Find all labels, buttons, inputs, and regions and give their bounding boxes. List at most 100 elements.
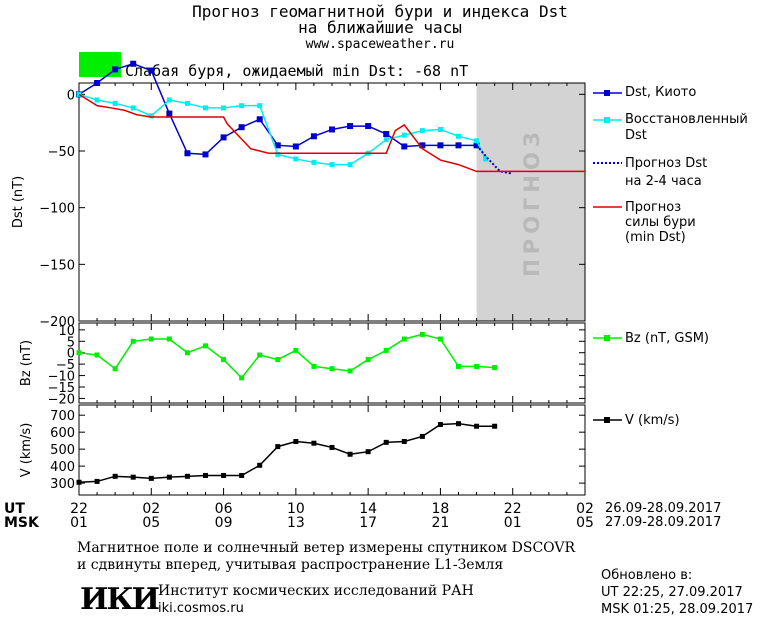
- v-series-0-point: [94, 478, 100, 484]
- bz-series-0-point: [184, 350, 190, 356]
- msk-tick-label: 09: [215, 515, 233, 531]
- v-series-0-point: [329, 444, 335, 450]
- dst-series-0-point: [401, 143, 408, 150]
- v-series-0-point: [401, 439, 407, 445]
- v-ytick-label: 500: [50, 443, 75, 458]
- v-series-0-point: [130, 474, 136, 480]
- legend-forecast-dst-line2: на 2-4 часа: [625, 174, 702, 189]
- dst-series-0-point: [329, 126, 335, 133]
- updated-ut: UT 22:25, 27.09.2017: [601, 585, 743, 600]
- v-ytick-label: 400: [50, 460, 75, 475]
- institute-url[interactable]: iki.cosmos.ru: [158, 601, 244, 616]
- bz-panel-frame: [78, 322, 586, 404]
- bz-series-0-point: [203, 343, 208, 349]
- dst-series-0-point: [419, 142, 426, 149]
- iki-logo: ИКИ: [80, 582, 160, 617]
- dst-series-1-point: [329, 162, 335, 168]
- dst-series-1-point: [419, 128, 425, 134]
- dst-series-0-point: [274, 142, 281, 149]
- legend-storm-line1: Прогноз: [625, 200, 682, 215]
- dst-series-0-point: [112, 66, 119, 73]
- bz-ytick-label: 5: [67, 335, 75, 350]
- bz-ytick-label: 0: [67, 347, 75, 362]
- dst-series-0-point: [256, 116, 263, 123]
- legend-restored-line1: Восстановленный: [625, 112, 748, 127]
- dst-series-0-point: [292, 143, 299, 150]
- dst-ytick-label: −150: [39, 258, 75, 273]
- dst-series-1-point: [184, 100, 190, 106]
- bz-ytick-label: 10: [58, 324, 75, 339]
- ut-tick-label: 14: [359, 501, 377, 517]
- forecast-region-label: ПРОГНОЗ: [520, 127, 544, 277]
- v-series-0-point: [474, 423, 480, 429]
- v-series-0-point: [112, 473, 118, 479]
- institute-name: Институт космических исследований РАН: [158, 583, 474, 599]
- legend-forecast-dst-line1: Прогноз Dst: [625, 156, 708, 171]
- ut-date-range: 26.09-28.09.2017: [605, 501, 722, 516]
- dst-series-1-point: [239, 103, 245, 109]
- v-series-0-point: [347, 451, 353, 457]
- ut-tick-label: 22: [504, 501, 522, 517]
- bz-ytick-label: −15: [48, 381, 75, 396]
- msk-tick-label: 01: [504, 515, 522, 531]
- v-series-0-point: [419, 433, 425, 439]
- bz-series-0-point: [347, 368, 353, 374]
- v-series-0-point: [383, 439, 389, 445]
- v-series-0-point: [311, 440, 317, 446]
- msk-axis-label: MSK: [4, 515, 39, 531]
- v-series-0-point: [239, 472, 245, 478]
- bz-series-0-point: [275, 357, 281, 363]
- dst-ylabel: Dst (nT): [11, 176, 26, 228]
- bz-series-0-point: [148, 336, 154, 342]
- legend-v-marker: [604, 417, 610, 423]
- bz-series-0-point: [329, 366, 335, 372]
- bz-series-0-point: [221, 357, 227, 363]
- legend-v: V (km/s): [625, 413, 680, 428]
- legend-bz: Bz (nT, GSM): [625, 331, 710, 346]
- ut-tick-label: 02: [142, 501, 160, 517]
- msk-tick-label: 21: [432, 515, 450, 531]
- msk-date-range: 27.09-28.09.2017: [605, 515, 722, 530]
- bz-series-0-point: [112, 366, 118, 372]
- bz-series-0-point: [76, 350, 82, 356]
- ut-tick-label: 22: [70, 501, 88, 517]
- bz-series-0-point: [293, 347, 299, 353]
- dst-series-1-point: [401, 132, 407, 138]
- v-series-0-point: [203, 472, 208, 478]
- dst-series-0-point: [202, 151, 209, 158]
- msk-tick-label: 01: [70, 515, 88, 531]
- dst-series-0-point: [148, 67, 155, 74]
- bz-series-0-point: [437, 336, 443, 342]
- bz-series-0-point: [401, 336, 407, 342]
- bz-ytick-label: −5: [56, 358, 75, 373]
- bz-series-0-point: [419, 331, 425, 337]
- msk-tick-label: 17: [359, 515, 377, 531]
- legend-storm-line3: (min Dst): [625, 230, 686, 245]
- status-color-swatch: [79, 52, 121, 77]
- bz-series-0-point: [383, 347, 389, 353]
- v-series-0-point: [437, 422, 443, 428]
- bz-series-0-point: [94, 352, 100, 358]
- dst-series-0-point: [130, 60, 137, 67]
- v-ytick-label: 700: [50, 409, 75, 424]
- dst-series-3-line: [78, 93, 585, 173]
- bz-series-0-point: [257, 352, 263, 358]
- v-ytick-label: 600: [50, 426, 75, 441]
- dst-ytick-label: −200: [39, 315, 75, 330]
- dst-series-1-line: [78, 93, 487, 166]
- bz-series-0-point: [474, 363, 480, 369]
- dst-series-1-point: [203, 105, 208, 111]
- dst-ytick-label: −100: [39, 202, 75, 217]
- dst-series-1-point: [311, 159, 317, 165]
- v-series-0-point: [365, 449, 371, 455]
- dst-series-1-point: [383, 137, 389, 143]
- dst-series-1-point: [293, 156, 299, 162]
- v-ylabel: V (km/s): [19, 423, 34, 478]
- v-series-0-point: [456, 421, 461, 427]
- bz-series-0-point: [311, 363, 317, 369]
- bz-series-0-point: [365, 357, 371, 363]
- dst-series-1-point: [347, 162, 353, 168]
- v-series-0-point: [76, 479, 82, 485]
- dst-series-1-point: [483, 156, 489, 162]
